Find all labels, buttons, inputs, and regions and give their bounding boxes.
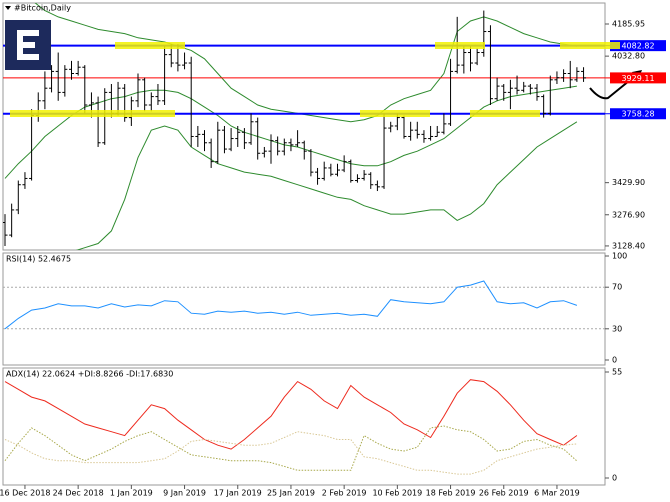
y-tick-label: 100 — [612, 252, 627, 261]
level-tag — [610, 72, 666, 84]
adx-title: ADX(14) 22.0624 +DI:8.8266 -DI:17.6830 — [6, 370, 173, 379]
y-tick-label: 3276.90 — [612, 210, 645, 219]
y-tick-label: 4185.95 — [612, 19, 645, 28]
y-tick-label: 3128.40 — [612, 241, 645, 250]
y-tick-label: 4032.80 — [612, 52, 645, 61]
x-tick-label: 1 Jan 2019 — [110, 489, 153, 498]
y-tick-label: 0 — [612, 356, 617, 365]
indicator-line — [4, 379, 578, 450]
x-tick-label: 10 Feb 2019 — [372, 489, 422, 498]
highlights — [10, 42, 620, 117]
indicator-line — [4, 280, 578, 330]
logo — [5, 20, 51, 70]
highlight — [470, 110, 540, 117]
title-marker — [5, 6, 11, 10]
rsi-plot — [3, 280, 605, 330]
highlight — [435, 42, 485, 49]
indicator-line — [4, 431, 577, 475]
level-tag — [610, 40, 666, 52]
bollinger-band — [75, 121, 578, 250]
highlight — [115, 42, 185, 49]
rsi-title: RSI(14) 52.4675 — [6, 255, 71, 264]
main-plot — [3, 3, 605, 250]
x-tick-label: 26 Feb 2019 — [479, 489, 529, 498]
x-tick-label: 17 Jan 2019 — [214, 489, 262, 498]
logo-icon — [17, 30, 39, 60]
highlight — [10, 110, 175, 117]
level-label: 4082.82 — [621, 42, 654, 51]
adx-panel — [2, 367, 606, 486]
level-label: 3758.28 — [621, 110, 654, 119]
bollinger-band — [4, 85, 577, 179]
x-tick-label: 25 Jan 2019 — [267, 489, 315, 498]
indicator-line — [4, 425, 578, 471]
level-label: 3929.11 — [621, 74, 654, 83]
level-tag — [610, 108, 666, 120]
highlight — [360, 110, 430, 117]
x-tick-label: 6 Mar 2019 — [534, 489, 580, 498]
x-tick-label: 16 Dec 2018 — [0, 489, 51, 498]
y-tick-label: 70 — [612, 283, 622, 292]
y-tick-label: 3429.90 — [612, 178, 645, 187]
bollinger-band — [34, 3, 577, 123]
y-tick-label: 30 — [612, 324, 622, 333]
y-tick-label: 0 — [612, 474, 617, 483]
arrow — [589, 71, 641, 100]
highlight — [560, 42, 620, 49]
rsi-panel — [2, 252, 606, 366]
x-tick-label: 24 Dec 2018 — [53, 489, 104, 498]
adx-plot — [4, 379, 578, 475]
main-panel — [2, 2, 606, 251]
x-tick-label: 18 Feb 2019 — [426, 489, 476, 498]
y-tick-label: 55 — [612, 368, 622, 377]
x-tick-label: 9 Jan 2019 — [163, 489, 206, 498]
chart-title: #Bitcoin,Daily — [14, 4, 71, 13]
x-tick-label: 2 Feb 2019 — [322, 489, 367, 498]
